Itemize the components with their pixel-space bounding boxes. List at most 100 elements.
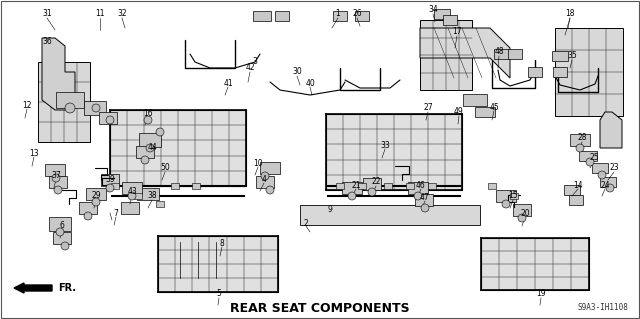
- Text: 16: 16: [143, 108, 153, 117]
- FancyArrow shape: [14, 283, 52, 293]
- Bar: [358, 183, 366, 189]
- Text: REAR SEAT COMPONENTS: REAR SEAT COMPONENTS: [230, 301, 410, 315]
- Bar: [56, 92, 84, 108]
- Circle shape: [128, 192, 136, 200]
- Circle shape: [144, 116, 152, 124]
- Text: 12: 12: [22, 100, 32, 109]
- Bar: [494, 49, 510, 59]
- Circle shape: [414, 192, 422, 200]
- Circle shape: [598, 171, 606, 179]
- Circle shape: [56, 228, 64, 236]
- Bar: [260, 162, 280, 174]
- Text: 21: 21: [351, 181, 361, 189]
- Text: 17: 17: [452, 27, 462, 36]
- Bar: [45, 164, 65, 176]
- Circle shape: [261, 172, 269, 180]
- Text: 47: 47: [420, 192, 430, 202]
- Circle shape: [106, 184, 114, 192]
- Circle shape: [54, 186, 62, 194]
- Circle shape: [92, 104, 100, 112]
- Bar: [53, 232, 71, 244]
- Text: 48: 48: [494, 48, 504, 56]
- Circle shape: [576, 144, 584, 152]
- Text: 5: 5: [216, 290, 221, 299]
- Bar: [333, 11, 347, 21]
- Circle shape: [92, 198, 100, 206]
- Bar: [342, 182, 362, 194]
- Bar: [488, 183, 496, 189]
- Text: 43: 43: [127, 187, 137, 196]
- Bar: [481, 238, 589, 290]
- Bar: [49, 176, 67, 188]
- Bar: [592, 163, 608, 173]
- Polygon shape: [600, 112, 622, 148]
- Bar: [86, 188, 106, 200]
- Circle shape: [65, 103, 75, 113]
- Text: 49: 49: [454, 108, 464, 116]
- Bar: [420, 20, 472, 90]
- Bar: [49, 217, 71, 231]
- Text: 14: 14: [573, 181, 583, 189]
- Bar: [528, 67, 542, 77]
- Circle shape: [141, 156, 149, 164]
- Bar: [428, 183, 436, 189]
- Circle shape: [61, 242, 69, 250]
- Text: 13: 13: [29, 149, 39, 158]
- Bar: [336, 183, 344, 189]
- Bar: [434, 9, 450, 19]
- Text: 34: 34: [428, 5, 438, 14]
- Bar: [121, 202, 139, 214]
- Bar: [171, 183, 179, 189]
- Bar: [496, 190, 516, 202]
- Circle shape: [146, 144, 154, 152]
- Bar: [110, 110, 246, 186]
- Text: 6: 6: [60, 220, 65, 229]
- Circle shape: [368, 188, 376, 196]
- Bar: [363, 178, 381, 190]
- Bar: [555, 28, 623, 116]
- Text: 23: 23: [609, 164, 619, 173]
- Text: 2: 2: [303, 219, 308, 228]
- Bar: [137, 188, 159, 200]
- Bar: [99, 112, 117, 124]
- Bar: [513, 204, 531, 216]
- Bar: [570, 134, 590, 146]
- Text: 40: 40: [305, 78, 315, 87]
- Circle shape: [266, 186, 274, 194]
- Circle shape: [348, 192, 356, 200]
- Text: 42: 42: [245, 63, 255, 72]
- Bar: [256, 176, 274, 188]
- Text: 38: 38: [147, 191, 157, 201]
- Bar: [510, 193, 518, 199]
- Bar: [508, 49, 522, 59]
- Text: FR.: FR.: [58, 283, 76, 293]
- Text: 19: 19: [536, 290, 546, 299]
- Bar: [136, 146, 154, 158]
- Text: 31: 31: [42, 10, 52, 19]
- Text: 7: 7: [113, 209, 118, 218]
- Bar: [122, 182, 142, 194]
- Text: 15: 15: [508, 191, 518, 201]
- Text: 3: 3: [253, 57, 257, 66]
- Text: 26: 26: [352, 10, 362, 19]
- Text: 4: 4: [262, 174, 266, 183]
- Text: 28: 28: [577, 133, 587, 143]
- Bar: [569, 195, 583, 205]
- Text: 29: 29: [91, 191, 101, 201]
- Bar: [192, 183, 200, 189]
- Text: 35: 35: [567, 51, 577, 61]
- Polygon shape: [420, 28, 510, 78]
- Text: 18: 18: [565, 10, 575, 19]
- Text: 46: 46: [416, 181, 426, 189]
- Text: 50: 50: [160, 164, 170, 173]
- Bar: [134, 193, 142, 199]
- Bar: [579, 151, 597, 161]
- Bar: [101, 174, 119, 186]
- Bar: [111, 183, 119, 189]
- Circle shape: [156, 128, 164, 136]
- Bar: [463, 94, 487, 106]
- Text: 24: 24: [600, 181, 610, 189]
- Bar: [158, 236, 278, 292]
- Text: 9: 9: [328, 205, 332, 214]
- Bar: [406, 183, 414, 189]
